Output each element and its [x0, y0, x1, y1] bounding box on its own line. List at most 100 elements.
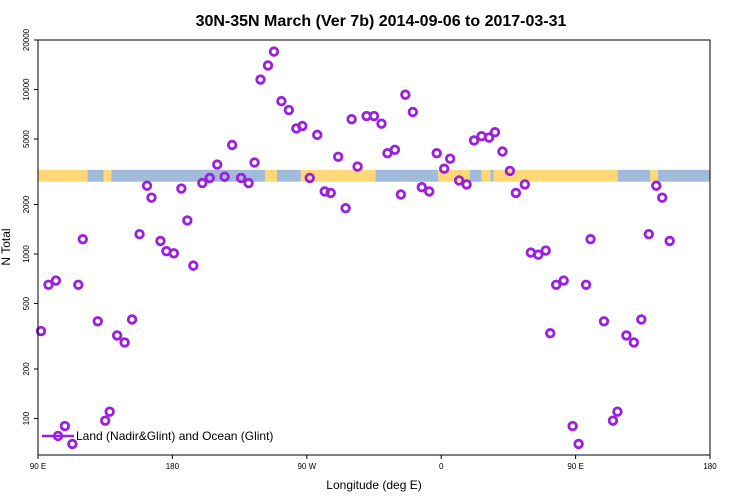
- data-point: [235, 172, 247, 184]
- x-tick-label: 90 W: [297, 462, 316, 471]
- data-point: [628, 337, 640, 348]
- x-tick-label: 90 E: [30, 462, 46, 471]
- y-axis-label: N Total: [0, 228, 13, 265]
- data-point: [168, 248, 180, 259]
- y-tick-label: 10000: [22, 78, 31, 101]
- data-point: [407, 106, 419, 118]
- data-point: [92, 316, 103, 327]
- land-segment: [481, 169, 491, 182]
- ocean-segment: [469, 169, 482, 182]
- data-point: [111, 330, 123, 341]
- data-point: [146, 192, 157, 203]
- data-point: [483, 132, 495, 143]
- chart-title: 30N-35N March (Ver 7b) 2014-09-06 to 201…: [196, 13, 567, 30]
- data-point: [211, 159, 223, 170]
- ocean-segment: [87, 169, 104, 182]
- data-point: [126, 314, 138, 325]
- data-point: [141, 180, 153, 191]
- x-tick-label: 0: [439, 462, 444, 471]
- data-point: [580, 279, 592, 290]
- data-point: [155, 235, 166, 247]
- data-point: [73, 279, 84, 290]
- data-point: [395, 189, 407, 200]
- x-axis-label: Longitude (deg E): [326, 478, 421, 492]
- data-point: [400, 89, 411, 100]
- land-segment: [38, 169, 88, 182]
- data-point: [104, 406, 115, 417]
- data-point: [461, 179, 472, 190]
- data-point: [389, 144, 401, 156]
- legend: Land (Nadir&Glint) and Ocean (Glint): [42, 429, 273, 443]
- data-point: [312, 129, 323, 141]
- data-point: [352, 161, 363, 172]
- data-point: [468, 135, 480, 146]
- y-tick-label: 5000: [22, 130, 31, 148]
- data-point: [621, 330, 632, 341]
- data-point: [540, 245, 551, 256]
- data-point: [43, 279, 54, 290]
- legend-entry: Land (Nadir&Glint) and Ocean (Glint): [76, 429, 273, 443]
- data-point: [497, 146, 508, 157]
- data-point: [35, 325, 47, 337]
- data-point: [533, 249, 544, 260]
- data-point: [119, 337, 130, 348]
- data-point: [340, 202, 351, 214]
- land-segment: [103, 169, 112, 182]
- y-tick-label: 2000: [22, 195, 31, 213]
- y-tick-label: 20000: [22, 28, 31, 51]
- data-point: [558, 275, 569, 286]
- data-point: [598, 316, 610, 327]
- data-point: [276, 95, 287, 107]
- data-point: [325, 187, 336, 199]
- ocean-segment: [657, 169, 710, 182]
- data-point: [77, 234, 88, 245]
- x-axis-ticks: 90 E 180 90 W 0 90 E 180: [30, 455, 717, 471]
- data-point: [226, 139, 238, 151]
- data-point: [243, 177, 254, 189]
- data-point: [204, 172, 215, 184]
- data-point: [182, 215, 193, 226]
- data-point: [297, 120, 308, 132]
- y-tick-label: 500: [22, 296, 31, 310]
- data-point: [567, 420, 578, 432]
- y-tick-label: 200: [22, 362, 31, 376]
- plot-frame: [37, 39, 711, 456]
- legend-marker: [52, 430, 64, 442]
- data-point: [416, 181, 427, 193]
- data-point: [346, 114, 357, 125]
- x-tick-label: 180: [703, 462, 717, 471]
- data-point: [612, 406, 623, 417]
- data-points: [35, 46, 675, 450]
- data-point: [197, 177, 208, 189]
- data-point: [188, 260, 199, 271]
- data-point: [59, 420, 71, 432]
- data-point: [504, 165, 516, 177]
- data-point: [607, 415, 619, 426]
- ocean-segment: [490, 169, 494, 182]
- data-point: [262, 60, 274, 71]
- data-point: [453, 175, 465, 186]
- data-point: [550, 279, 562, 290]
- data-point: [67, 438, 78, 450]
- ocean-segment: [617, 169, 651, 182]
- data-point: [519, 179, 531, 190]
- x-tick-label: 90 E: [567, 462, 583, 471]
- data-point: [99, 415, 111, 426]
- data-point: [134, 228, 145, 240]
- ocean-segment: [276, 169, 301, 182]
- data-point: [444, 153, 456, 164]
- data-point: [368, 110, 380, 122]
- data-point: [304, 172, 315, 184]
- data-point: [431, 148, 442, 159]
- data-point: [636, 314, 647, 325]
- data-point: [664, 235, 675, 247]
- y-tick-label: 100: [22, 411, 31, 425]
- y-axis-ticks: 100 200 500 1000 2000 5000 10000 20000: [22, 28, 38, 425]
- land-segment: [264, 169, 277, 182]
- data-point: [332, 151, 344, 162]
- data-point: [249, 157, 260, 168]
- data-point: [283, 104, 295, 116]
- land-segment: [300, 169, 376, 182]
- data-point: [424, 186, 435, 197]
